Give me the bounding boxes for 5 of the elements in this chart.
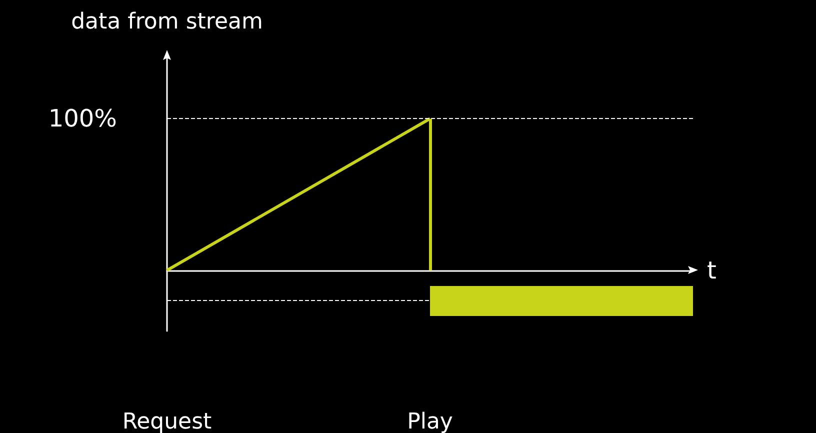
x-axis-title: t — [707, 256, 716, 284]
x-tick-label: Request — [122, 410, 212, 433]
ref-line-label: 100% — [48, 104, 117, 133]
y-axis-title: data from stream — [71, 10, 263, 34]
x-tick-label: Play — [407, 410, 453, 433]
